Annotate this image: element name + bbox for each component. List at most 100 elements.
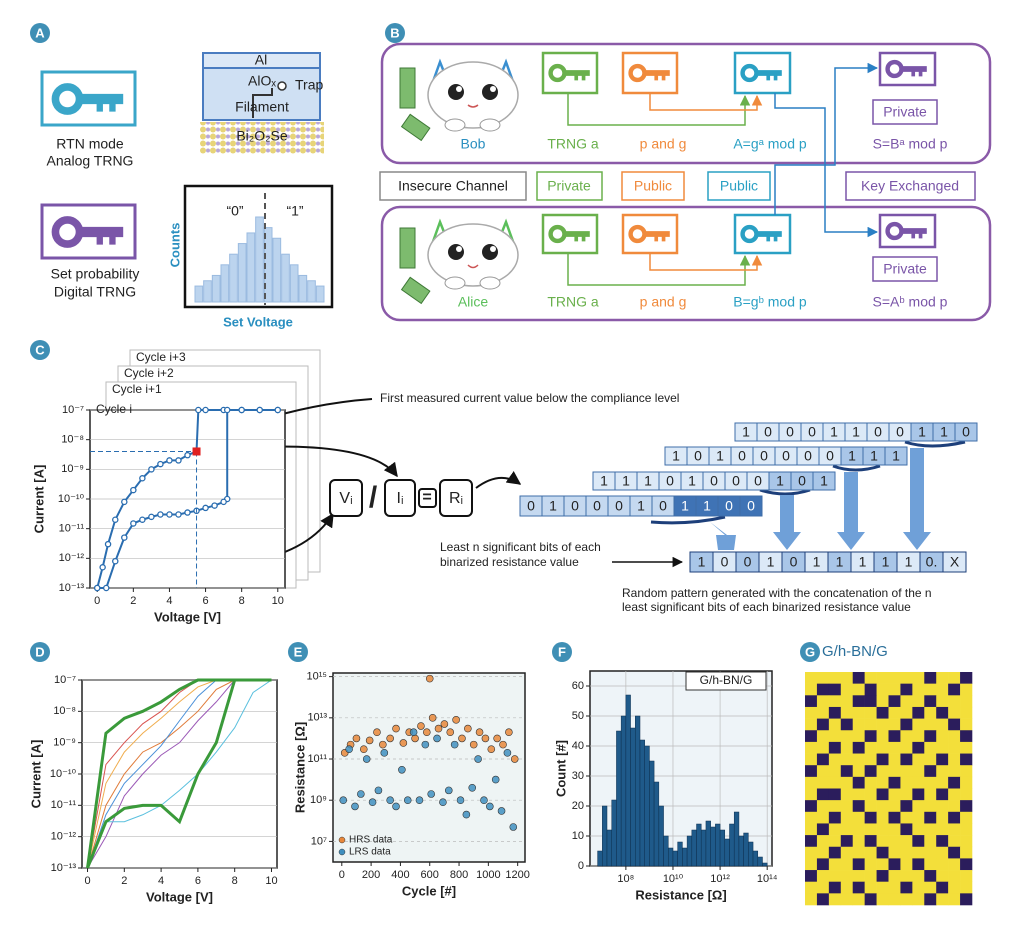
cell: [888, 800, 901, 813]
cell: [924, 672, 937, 684]
cell: [948, 753, 961, 766]
result-bit: 1: [859, 554, 867, 570]
y-tick-label: 10¹⁵: [307, 671, 327, 683]
arrow: [773, 495, 801, 550]
point: [440, 720, 449, 728]
panel-label: F: [558, 644, 566, 659]
cell: [924, 800, 937, 813]
bar: [663, 835, 669, 867]
y-tick-label: 10⁻¹⁰: [58, 493, 85, 505]
bar: [611, 799, 617, 867]
y-tick-label: 10⁻¹⁰: [50, 768, 77, 780]
point: [399, 739, 408, 747]
y-tick-label: 50: [572, 710, 584, 722]
bar: [677, 841, 683, 867]
point: [103, 584, 110, 592]
cell: [960, 741, 973, 754]
cell: [888, 846, 901, 859]
party-name: Alice: [458, 294, 489, 310]
cell: [960, 835, 973, 848]
cell: [912, 870, 925, 882]
bit: 1: [892, 448, 900, 464]
cycle-label: Cycle i: [96, 402, 132, 416]
cell: [840, 858, 854, 871]
cell: [912, 730, 925, 743]
cell: [876, 788, 889, 801]
point: [481, 734, 490, 743]
cell: [876, 881, 889, 894]
cell: [840, 776, 854, 789]
x-tick-label: 600: [421, 869, 439, 881]
cell: [888, 730, 901, 743]
cell: [816, 672, 830, 684]
cell: [816, 800, 830, 813]
cell: [960, 788, 973, 801]
cell: [876, 753, 889, 766]
series-line: [87, 679, 272, 869]
cell: [900, 858, 913, 871]
point: [374, 786, 383, 795]
point: [428, 714, 437, 722]
cell: [876, 776, 889, 789]
note: Least n significant bits of each: [440, 540, 601, 554]
y-axis-label: Count [#]: [553, 740, 568, 797]
panel-label: B: [390, 25, 399, 40]
cell: [864, 753, 877, 766]
bar: [691, 829, 697, 867]
bar: [696, 823, 702, 867]
point: [411, 734, 419, 743]
cell: [924, 858, 937, 871]
cell: [864, 741, 877, 754]
cell: [912, 741, 925, 754]
cycle-label: Cycle i+1: [112, 382, 162, 396]
key-text: TRNG a: [547, 136, 599, 152]
formula-text: =: [422, 489, 431, 506]
tag-box: [707, 171, 771, 201]
point: [130, 520, 137, 527]
substrate: [200, 122, 324, 154]
bit: 1: [672, 448, 680, 464]
cell: [852, 788, 865, 801]
panel-labels: A B C D E F G: [30, 23, 820, 662]
point: [425, 674, 434, 683]
cell: [852, 718, 865, 731]
point: [202, 406, 209, 414]
cell: [840, 672, 854, 684]
cell: [864, 811, 877, 824]
bar: [719, 829, 726, 867]
bit: 0: [694, 448, 702, 464]
cell: [912, 683, 925, 696]
key-text: Private: [883, 261, 927, 277]
cell: [840, 823, 854, 836]
cell: [960, 753, 973, 766]
layer-text: Filament: [235, 99, 289, 115]
cell: [876, 718, 889, 731]
cell: [840, 718, 854, 731]
cell: [924, 811, 937, 824]
cell: [805, 730, 818, 743]
cell: [924, 718, 937, 731]
bit: 1: [688, 473, 696, 489]
cell: [852, 881, 865, 894]
cell: [948, 672, 961, 684]
point: [184, 451, 191, 459]
cell: [960, 695, 973, 708]
layer-text: Trap: [295, 77, 323, 93]
bit: 0: [786, 424, 794, 440]
cell: [816, 870, 830, 882]
bar: [682, 847, 688, 867]
mode-text: Analog TRNG: [47, 153, 134, 169]
bit: 1: [644, 473, 652, 489]
cell: [852, 753, 865, 766]
cell: [852, 683, 865, 696]
result-bit: 1: [882, 554, 890, 570]
point: [452, 716, 460, 724]
label-badge: [800, 642, 820, 662]
highlight-point: [192, 447, 201, 456]
arrow: [903, 448, 931, 550]
cell: [805, 788, 818, 801]
cell: [948, 858, 961, 871]
point: [421, 740, 430, 749]
cell: [816, 788, 830, 801]
bit: 0: [754, 473, 762, 489]
